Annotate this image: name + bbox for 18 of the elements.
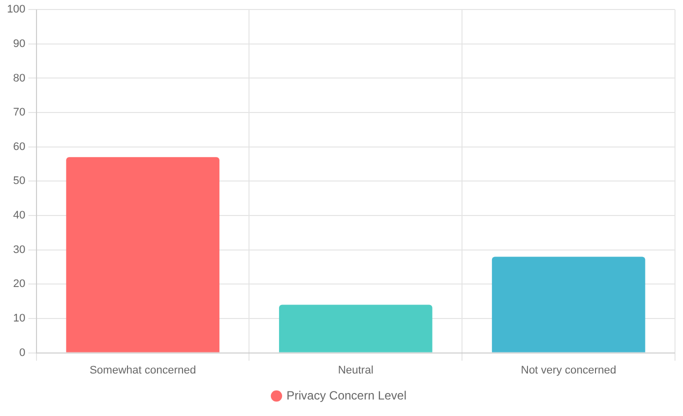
x-tick-label: Somewhat concerned: [90, 364, 196, 376]
x-tick-label: Neutral: [338, 364, 374, 376]
x-tick-label: Not very concerned: [520, 364, 616, 376]
bar: [279, 304, 432, 352]
bar: [492, 256, 646, 352]
y-tick-label: 30: [13, 244, 26, 256]
y-tick-label: 80: [13, 72, 26, 84]
y-tick-label: 70: [13, 106, 26, 119]
y-tick-label: 40: [13, 210, 26, 222]
y-tick-label: 20: [13, 278, 26, 290]
y-tick-label: 90: [13, 38, 26, 50]
y-tick-label: 60: [13, 140, 26, 153]
y-tick-label: 100: [6, 4, 26, 16]
y-tick-label: 50: [13, 175, 26, 188]
legend-label: Privacy Concern Level: [286, 388, 407, 402]
bar: [66, 157, 220, 352]
y-tick-label: 0: [19, 346, 26, 359]
y-tick-label: 10: [13, 312, 26, 325]
